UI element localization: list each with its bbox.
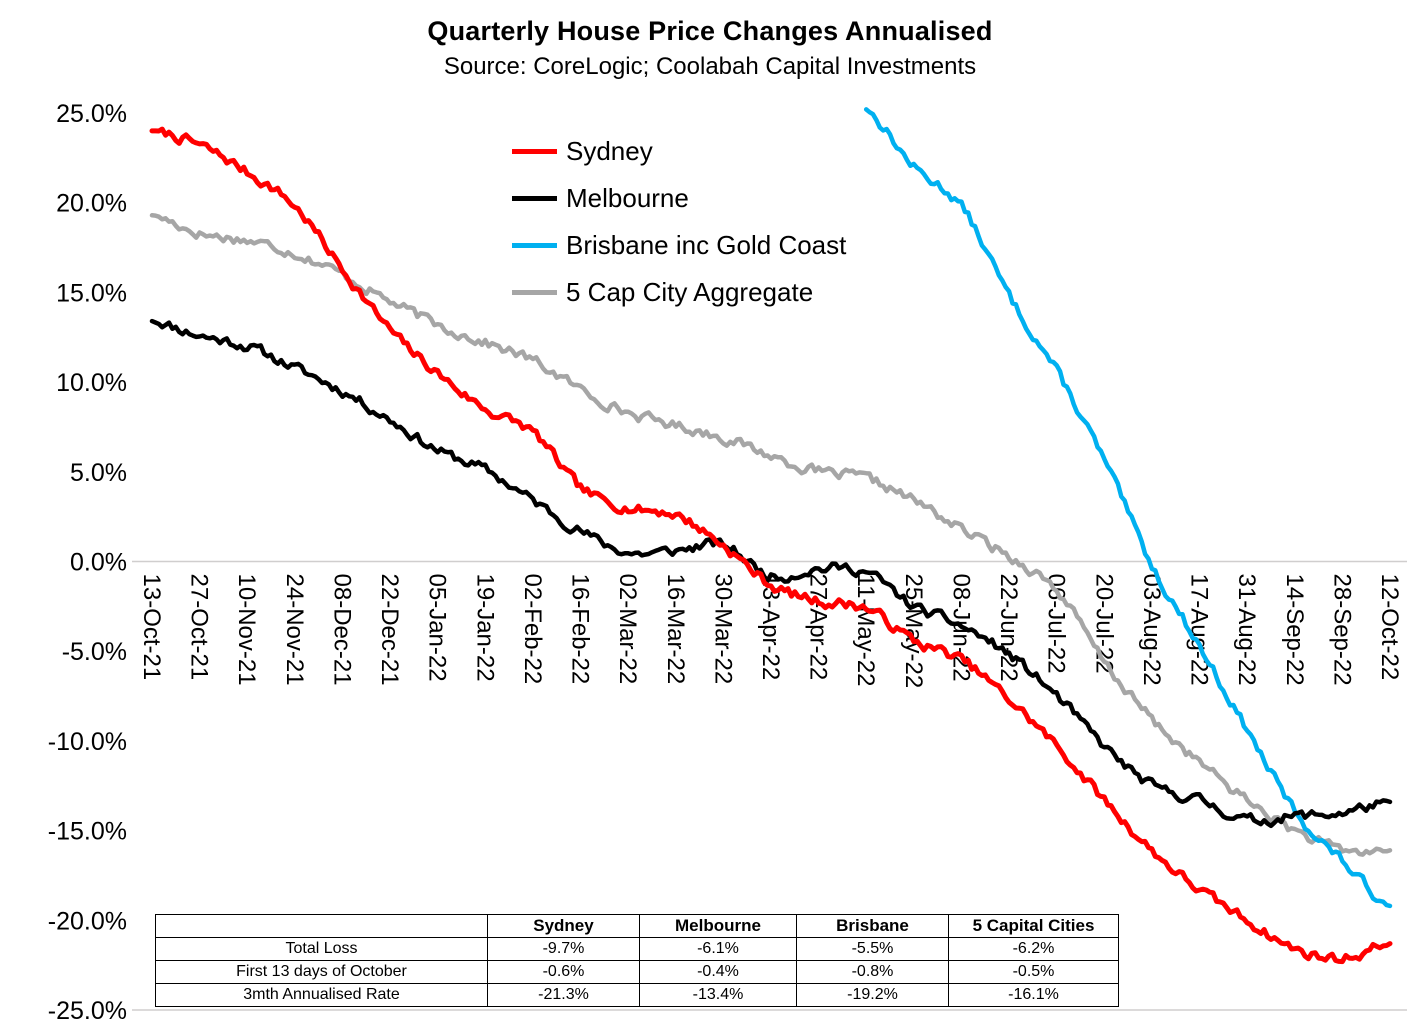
y-tick-label: 15.0% bbox=[56, 279, 127, 307]
x-tick-label: 28-Sep-22 bbox=[1328, 574, 1355, 686]
table-header-brisbane: Brisbane bbox=[796, 914, 949, 938]
x-tick-label: 03-Aug-22 bbox=[1138, 574, 1165, 686]
table-cell: -0.6% bbox=[487, 960, 640, 984]
table-row-label: First 13 days of October bbox=[155, 960, 488, 984]
legend-item-brisbane: Brisbane inc Gold Coast bbox=[512, 230, 846, 260]
y-tick-label: 25.0% bbox=[56, 100, 127, 128]
table-cell: -0.5% bbox=[948, 960, 1119, 984]
table-cell: -9.7% bbox=[487, 937, 640, 961]
legend-line-swatch-brisbane bbox=[512, 242, 557, 248]
y-tick-label: -20.0% bbox=[48, 907, 127, 935]
table-row-label: Total Loss bbox=[155, 937, 488, 961]
x-tick-label: 11-May-22 bbox=[852, 574, 879, 687]
y-tick-label: -5.0% bbox=[62, 638, 127, 666]
table-row-total-loss: Total Loss -9.7% -6.1% -5.5% -6.2% bbox=[155, 937, 1119, 961]
table-header-empty bbox=[155, 914, 488, 938]
series-line-sydney bbox=[149, 126, 1393, 965]
table-cell: -5.5% bbox=[796, 937, 949, 961]
x-tick-label: 31-Aug-22 bbox=[1233, 574, 1260, 686]
legend-line-swatch-melbourne bbox=[512, 195, 557, 201]
table-header-sydney: Sydney bbox=[487, 914, 640, 938]
chart-legend: Sydney Melbourne Brisbane inc Gold Coast… bbox=[512, 136, 846, 307]
x-tick-label: 02-Feb-22 bbox=[519, 574, 546, 685]
x-tick-label: 22-Dec-21 bbox=[376, 574, 403, 686]
x-tick-label: 19-Jan-22 bbox=[471, 574, 498, 682]
legend-label: Brisbane inc Gold Coast bbox=[566, 229, 847, 260]
table-row-label: 3mth Annualised Rate bbox=[155, 983, 488, 1007]
table-header-row: Sydney Melbourne Brisbane 5 Capital Citi… bbox=[155, 914, 1119, 938]
chart-subtitle: Source: CoreLogic; Coolabah Capital Inve… bbox=[443, 53, 977, 80]
y-tick-label: -25.0% bbox=[48, 997, 127, 1025]
legend-line-swatch-5cap bbox=[512, 289, 557, 295]
y-tick-label: 20.0% bbox=[56, 190, 127, 218]
x-tick-label: 02-Mar-22 bbox=[614, 574, 641, 685]
y-tick-label: 10.0% bbox=[56, 369, 127, 397]
y-tick-label: -15.0% bbox=[48, 818, 127, 846]
x-tick-label: 13-Oct-21 bbox=[138, 574, 165, 681]
summary-table: Sydney Melbourne Brisbane 5 Capital Citi… bbox=[155, 914, 1119, 1007]
series-line-brisbane-inc-gold-coast bbox=[863, 107, 1393, 909]
y-tick-label: 5.0% bbox=[70, 459, 127, 487]
legend-item-sydney: Sydney bbox=[512, 136, 846, 166]
legend-label: Melbourne bbox=[566, 182, 689, 213]
x-tick-label: 27-Apr-22 bbox=[805, 574, 832, 681]
x-tick-label: 27-Oct-21 bbox=[186, 574, 213, 681]
table-cell: -13.4% bbox=[639, 983, 797, 1007]
x-tick-label: 24-Nov-21 bbox=[281, 574, 308, 686]
table-cell: -19.2% bbox=[796, 983, 949, 1007]
table-cell: -0.4% bbox=[639, 960, 797, 984]
table-cell: -16.1% bbox=[948, 983, 1119, 1007]
x-tick-label: 22-Jun-22 bbox=[995, 574, 1022, 682]
x-tick-label: 10-Nov-21 bbox=[233, 574, 260, 686]
x-tick-label: 14-Sep-22 bbox=[1281, 574, 1308, 686]
table-cell: -0.8% bbox=[796, 960, 949, 984]
y-tick-label: 0.0% bbox=[70, 549, 127, 577]
table-row-first-13-days: First 13 days of October -0.6% -0.4% -0.… bbox=[155, 960, 1119, 984]
table-row-3mth-annualised: 3mth Annualised Rate -21.3% -13.4% -19.2… bbox=[155, 983, 1119, 1007]
table-cell: -21.3% bbox=[487, 983, 640, 1007]
legend-item-melbourne: Melbourne bbox=[512, 183, 846, 213]
table-cell: -6.1% bbox=[639, 937, 797, 961]
chart-title: Quarterly House Price Changes Annualised bbox=[427, 16, 993, 46]
table-cell: -6.2% bbox=[948, 937, 1119, 961]
y-tick-label: -10.0% bbox=[48, 728, 127, 756]
x-tick-label: 30-Mar-22 bbox=[709, 574, 736, 685]
x-tick-label: 05-Jan-22 bbox=[424, 574, 451, 682]
x-tick-label: 12-Oct-22 bbox=[1376, 574, 1403, 681]
legend-label: Sydney bbox=[566, 135, 653, 166]
x-tick-label: 20-Jul-22 bbox=[1090, 574, 1117, 674]
legend-line-swatch-sydney bbox=[512, 148, 557, 154]
table-header-melbourne: Melbourne bbox=[639, 914, 797, 938]
legend-item-5cap: 5 Cap City Aggregate bbox=[512, 277, 846, 307]
legend-label: 5 Cap City Aggregate bbox=[566, 276, 814, 307]
series-line-melbourne bbox=[149, 318, 1393, 829]
x-tick-label: 16-Mar-22 bbox=[662, 574, 689, 685]
x-tick-label: 08-Dec-21 bbox=[329, 574, 356, 686]
table-header-5cap: 5 Capital Cities bbox=[948, 914, 1119, 938]
series-line-5-cap-city-aggregate bbox=[149, 213, 1393, 857]
x-tick-label: 16-Feb-22 bbox=[567, 574, 594, 685]
